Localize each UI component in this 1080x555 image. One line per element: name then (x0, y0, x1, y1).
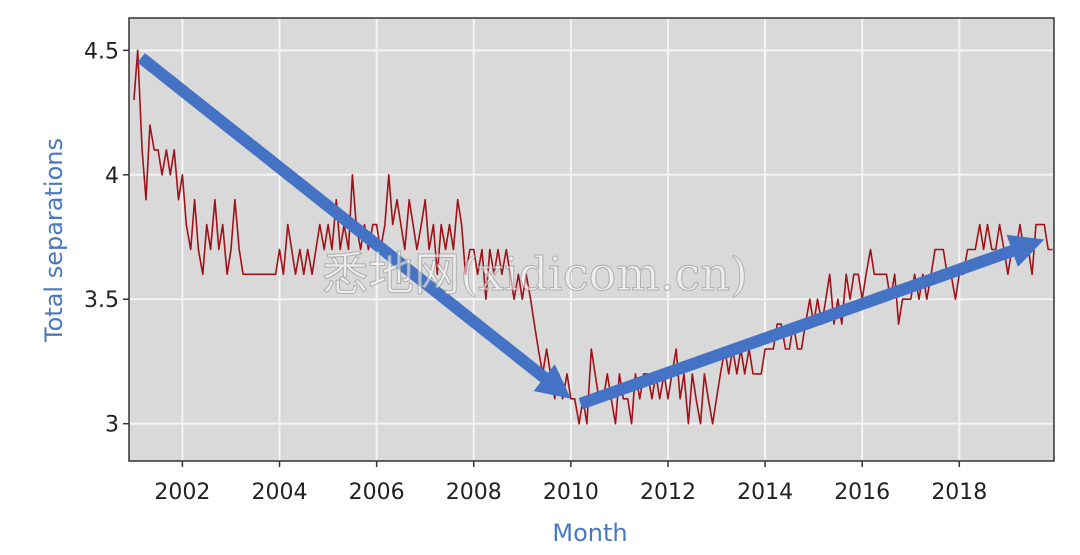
plot-background (129, 18, 1054, 461)
y-tick-label: 3 (105, 413, 119, 438)
x-tick-label: 2016 (834, 480, 890, 505)
trend-arrows (137, 53, 1045, 410)
watermark-text: 悉地网(xidicom.cn) (322, 247, 748, 301)
plot-frame (128, 17, 1055, 462)
x-tick-label: 2006 (349, 480, 405, 505)
y-tick-label: 3.5 (84, 288, 119, 313)
x-tick-label: 2004 (252, 480, 308, 505)
x-tick-label: 2008 (446, 480, 502, 505)
y-tick-label: 4 (105, 164, 119, 189)
y-axis-title: Total separations (40, 138, 68, 343)
x-tick-label: 2018 (931, 480, 987, 505)
series-line (133, 49, 1053, 425)
x-tick-label: 2010 (543, 480, 599, 505)
axis-ticks: 2002 2004 2006 2008 2010 2012 2014 2016 2018 3 3.5… (84, 39, 987, 505)
x-tick-label: 2002 (154, 480, 210, 505)
series-layer (133, 49, 1053, 425)
trend-arrow (578, 234, 1045, 410)
x-tick-label: 2014 (737, 480, 793, 505)
trend-arrow (137, 53, 571, 399)
x-axis-title: Month (552, 519, 627, 547)
y-tick-label: 4.5 (84, 39, 119, 64)
x-tick-label: 2012 (640, 480, 696, 505)
